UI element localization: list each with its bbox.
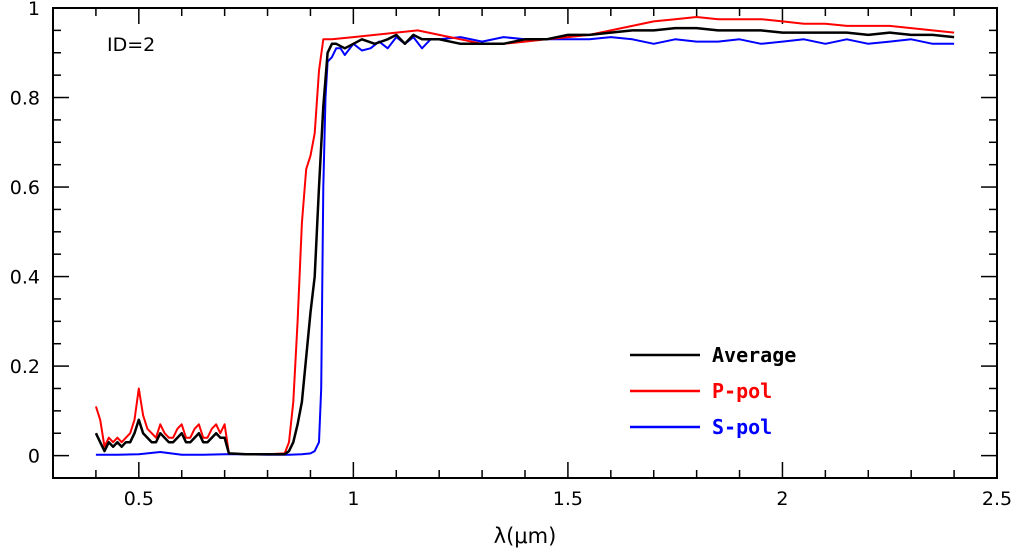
- x-axis-title: λ(μm): [494, 524, 557, 548]
- x-tick-label: 2.5: [982, 488, 1012, 510]
- legend-label: P-pol: [712, 379, 772, 403]
- y-tick-label: 0.2: [10, 356, 40, 378]
- x-tick-label: 0.5: [124, 488, 154, 510]
- y-tick-label: 1: [28, 0, 40, 20]
- y-tick-label: 0.8: [10, 88, 40, 110]
- series-lines: [94, 16, 955, 456]
- annotation-id: ID=2: [107, 34, 155, 56]
- series-line-average: [94, 26, 955, 456]
- series-line-p-pol: [94, 16, 955, 456]
- y-tick-label: 0: [28, 446, 40, 468]
- legend-label: S-pol: [712, 415, 772, 439]
- y-tick-label: 0.6: [10, 177, 40, 199]
- axis-ticks: [52, 7, 998, 479]
- y-tick-label: 0.4: [10, 267, 40, 289]
- x-tick-label: 1.5: [553, 488, 583, 510]
- plot-frame: [52, 7, 998, 479]
- x-tick-label: 2: [776, 488, 788, 510]
- x-tick-label: 1: [347, 488, 359, 510]
- tick-labels: 0.5 1 1.5 2 2.5 0 0.2 0.4 0.6 0.8 1: [10, 0, 1012, 510]
- legend: Average P-pol S-pol: [630, 343, 796, 439]
- legend-label: Average: [712, 343, 796, 367]
